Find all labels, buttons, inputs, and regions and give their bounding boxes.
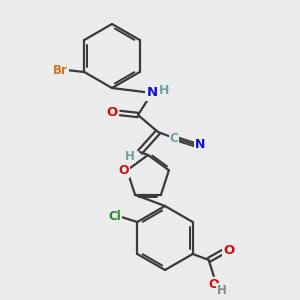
Text: H: H xyxy=(217,284,227,296)
Text: Br: Br xyxy=(53,64,68,76)
Text: H: H xyxy=(159,85,169,98)
Text: O: O xyxy=(208,278,219,290)
Text: Cl: Cl xyxy=(108,209,121,223)
Text: C: C xyxy=(169,131,178,145)
Text: O: O xyxy=(106,106,118,119)
Text: N: N xyxy=(146,86,158,100)
Text: N: N xyxy=(195,139,205,152)
Text: H: H xyxy=(125,149,135,163)
Text: O: O xyxy=(119,164,129,177)
Text: O: O xyxy=(223,244,234,257)
